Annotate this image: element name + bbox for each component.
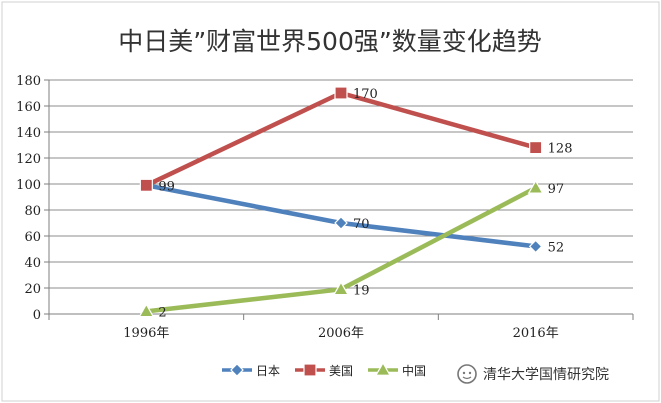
- y-tick-label: 0: [33, 308, 41, 323]
- y-tick-label: 20: [24, 282, 41, 297]
- y-tick-label: 80: [24, 204, 41, 219]
- chart-title: 中日美”财富世界500强”数量变化趋势: [118, 27, 542, 56]
- data-label: 2: [158, 305, 166, 320]
- wechat-icon: [457, 364, 477, 384]
- data-label: 128: [548, 142, 573, 157]
- legend-label: 中国: [402, 363, 426, 378]
- legend: 日本 美国 中国: [222, 361, 426, 378]
- data-point: [529, 141, 543, 155]
- y-tick-label: 120: [16, 152, 41, 167]
- legend-marker: [303, 363, 317, 377]
- x-tick-label: 1996年: [123, 326, 169, 341]
- data-point: [334, 86, 348, 100]
- data-label: 70: [353, 217, 370, 232]
- data-label: 97: [548, 182, 565, 197]
- data-point: [332, 281, 350, 296]
- y-tick-label: 160: [16, 100, 41, 115]
- series-2: [138, 179, 544, 318]
- y-tick-label: 40: [24, 256, 41, 271]
- legend-label: 美国: [329, 364, 353, 378]
- y-tick-label: 100: [16, 178, 41, 193]
- watermark-text: 清华大学国情研究院: [483, 367, 609, 383]
- axis-layer: 0 20 40 60 80 100 120 140 160 180 1996年 2006年 2016年: [16, 74, 634, 341]
- series-1: [139, 86, 543, 192]
- label-layer: 99 70 52 170 128 2 19 97: [158, 87, 572, 320]
- data-point: [139, 178, 153, 192]
- legend-item: 中国: [368, 361, 426, 378]
- data-label: 52: [548, 240, 565, 255]
- legend-label: 日本: [256, 364, 280, 378]
- legend-item: 日本: [222, 363, 280, 378]
- data-point: [527, 179, 544, 194]
- legend-marker: [374, 361, 392, 376]
- data-point: [138, 303, 155, 318]
- data-label: 99: [158, 179, 175, 194]
- data-label: 170: [353, 87, 378, 102]
- watermark: 清华大学国情研究院: [457, 364, 609, 384]
- legend-item: 美国: [295, 363, 353, 378]
- y-tick-label: 140: [16, 126, 41, 141]
- series-layer: [138, 86, 544, 318]
- y-tick-label: 60: [24, 230, 41, 245]
- x-tick-label: 2016年: [513, 326, 559, 341]
- data-label: 19: [353, 283, 370, 298]
- x-tick-label: 2006年: [318, 326, 364, 341]
- data-point: [334, 216, 348, 230]
- y-tick-label: 180: [16, 74, 41, 89]
- data-point: [528, 239, 543, 254]
- legend-marker: [230, 363, 244, 377]
